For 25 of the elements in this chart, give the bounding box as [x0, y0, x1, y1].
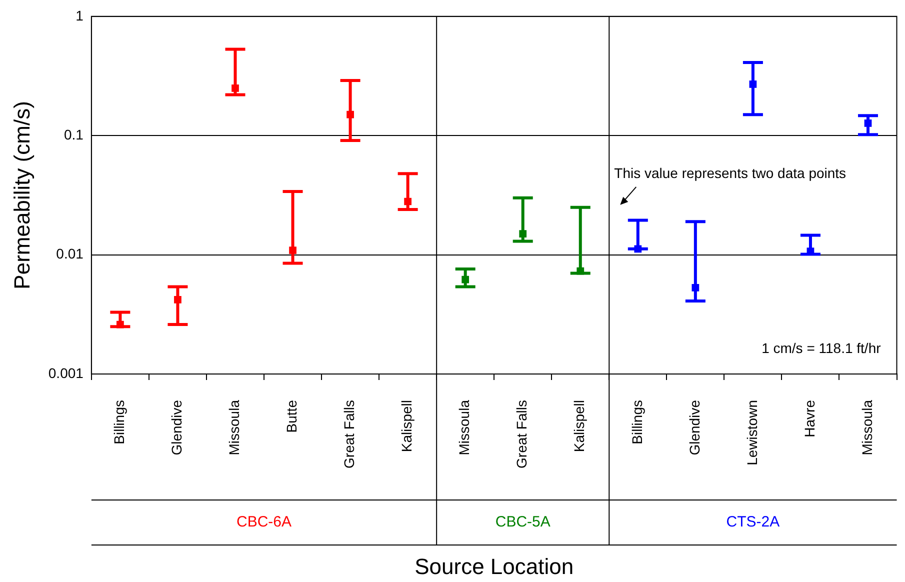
text: CBC-6A: [236, 514, 292, 531]
y-tick-label: 0.001: [48, 364, 84, 381]
y-tick-label: 0.01: [56, 246, 84, 262]
x-tick-label: Glendive: [686, 400, 702, 456]
x-tick-label: Kalispell: [571, 400, 588, 452]
text: CTS-2A: [726, 514, 780, 531]
y-tick-label: 0.1: [64, 126, 84, 142]
x-tick-label: Missoula: [456, 400, 472, 456]
x-tick-label: Lewistown: [744, 400, 760, 466]
x-tick-label: Glendive: [168, 400, 185, 456]
y-axis-title: Permeability (cm/s): [9, 101, 34, 290]
x-tick-label: Great Falls: [514, 400, 530, 468]
x-tick-label: Missoula: [226, 400, 242, 456]
x-tick-label: Havre: [801, 400, 818, 438]
x-tick-label: Missoula: [858, 400, 875, 456]
annotation: 1 cm/s = 118.1 ft/hr: [762, 340, 882, 356]
annotation: This value represents two data points: [614, 164, 846, 181]
x-tick-label: Great Falls: [341, 400, 358, 468]
x-tick-label: Billings: [111, 400, 128, 444]
x-tick-label: Kalispell: [398, 400, 415, 452]
text: CBC-5A: [495, 514, 550, 531]
y-tick-label: 1: [76, 7, 84, 24]
x-tick-label: Butte: [284, 400, 300, 433]
x-axis-title: Source Location: [414, 554, 574, 580]
x-tick-label: Billings: [628, 400, 645, 444]
